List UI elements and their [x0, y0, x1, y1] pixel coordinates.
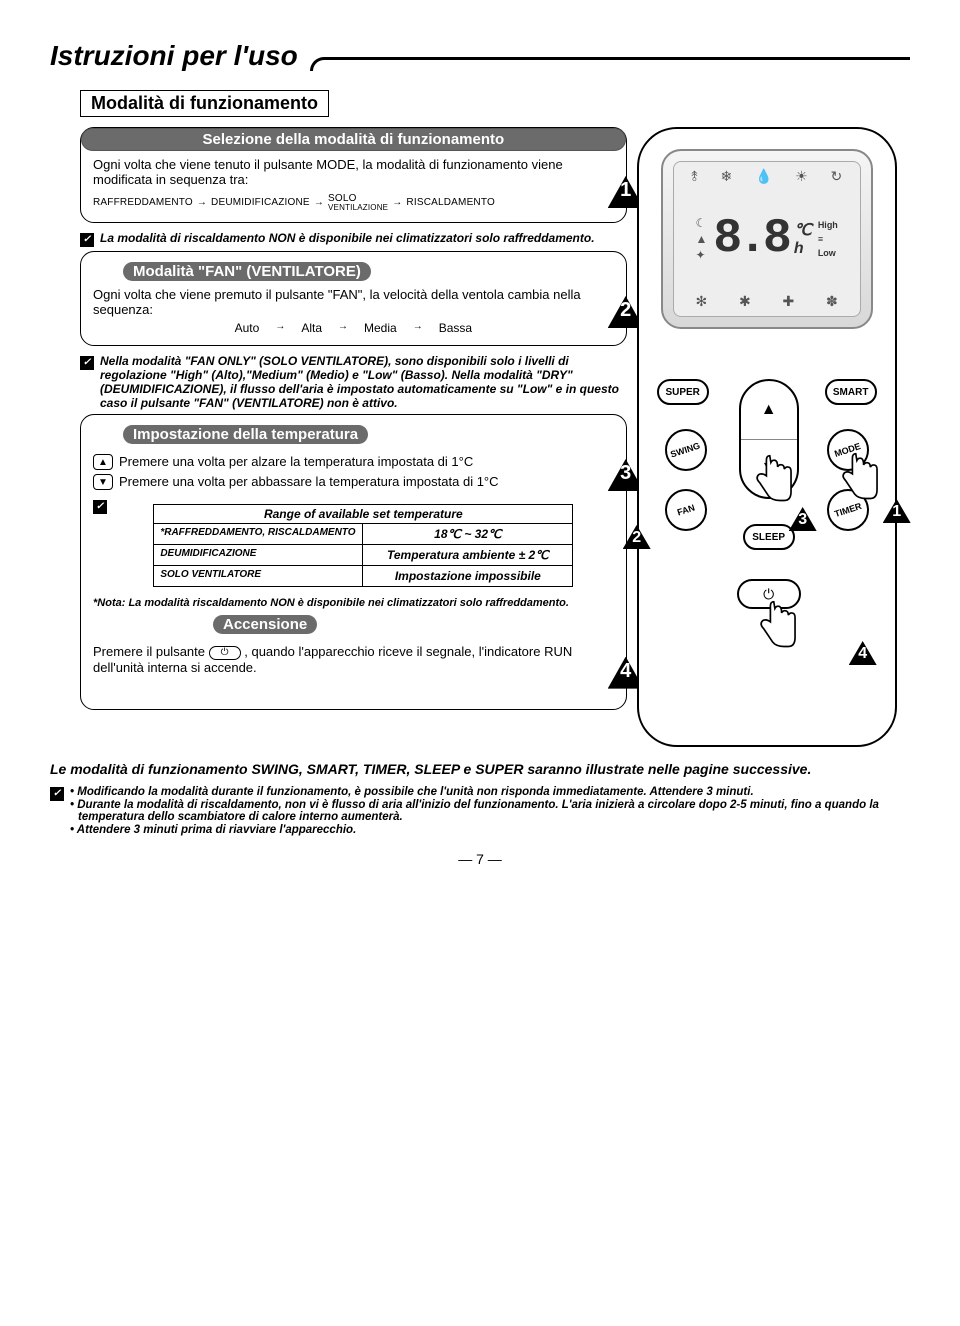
remote-control: ⥉ ❄ 💧 ☀ ↻ ☾ ▲ ✦ 8.8 ℃ [637, 127, 897, 747]
callout-1: 1 [883, 499, 911, 523]
super-button[interactable]: SUPER [657, 379, 709, 405]
check-icon: ✓ [93, 500, 107, 514]
title-rule [310, 57, 910, 71]
mode-selection-header: Selezione della modalità di funzionament… [81, 128, 626, 151]
check-icon: ✓ [80, 233, 94, 247]
footer-bullet: • Modificando la modalità durante il fun… [70, 786, 910, 798]
temp-table-note: *Nota: La modalità riscaldamento NON è d… [93, 597, 614, 609]
check-icon: ✓ [50, 787, 64, 801]
low-label: Low [818, 248, 838, 258]
temp-down-row: ▼ Premere una volta per abbassare la tem… [93, 474, 614, 490]
arrow-icon: → [392, 197, 402, 208]
swing-button[interactable]: SWING [665, 429, 707, 471]
arrow-icon: → [338, 321, 348, 335]
table-row: *RAFFREDDAMENTO, RISCALDAMENTO 18℃ ~ 32℃ [154, 524, 572, 544]
smart-button[interactable]: SMART [825, 379, 877, 405]
hand-icon [753, 595, 799, 651]
fan-mode-body: Ogni volta che viene premuto il pulsante… [93, 287, 614, 317]
unit-h: h [794, 240, 812, 258]
footer-bullets-wrap: ✓ • Modificando la modalità durante il f… [50, 785, 910, 837]
hand-icon [835, 447, 881, 503]
table-row: SOLO VENTILATORE Impostazione impossibil… [154, 565, 572, 586]
mode-selection-box: Selezione della modalità di funzionament… [80, 127, 627, 223]
footer-bullet: • Durante la modalità di riscaldamento, … [70, 799, 910, 823]
page-title: Istruzioni per l'uso [50, 40, 310, 72]
signal-icon: ⥉ [691, 168, 698, 185]
fan-button[interactable]: FAN [665, 489, 707, 531]
footer-main: Le modalità di funzionamento SWING, SMAR… [50, 761, 910, 777]
sleep-button[interactable]: SLEEP [743, 524, 795, 550]
up-arrow-icon: ▲ [93, 454, 113, 470]
fan-mode-box: Modalità "FAN" (VENTILATORE) Ogni volta … [80, 251, 627, 346]
mode-note: ✓ La modalità di riscaldamento NON è dis… [80, 231, 627, 247]
snowflake-icon: ❄ [720, 168, 732, 185]
star-icon: ✦ [696, 248, 708, 262]
temp-table-title: Range of available set temperature [154, 505, 572, 524]
power-on-text: Premere il pulsante ⏻ , quando l'apparec… [93, 644, 614, 675]
display-value: 8.8 [713, 212, 787, 266]
moon-icon: ☾ [696, 216, 708, 230]
callout-3: 3 [789, 507, 817, 531]
footer-bullet: • Attendere 3 minuti prima di riavviare … [70, 824, 910, 836]
page-subtitle: Modalità di funzionamento [80, 90, 329, 117]
page-title-row: Istruzioni per l'uso [50, 40, 910, 72]
screen-icons-top: ⥉ ❄ 💧 ☀ ↻ [680, 168, 854, 185]
asterisk-icon: ✱ [739, 293, 751, 310]
page-number: — 7 — [50, 851, 910, 867]
fan-mode-header: Modalità "FAN" (VENTILATORE) [123, 262, 371, 281]
fan-sequence: Auto → Alta → Media → Bassa [93, 321, 614, 335]
unit-c: ℃ [794, 220, 812, 240]
mode-sequence: RAFFREDDAMENTO → DEUMIDIFICAZIONE → SOLO… [93, 193, 614, 212]
sun-icon: ☀ [795, 168, 808, 185]
high-label: High [818, 220, 838, 230]
propeller-icon: ✽ [826, 293, 838, 310]
temperature-header: Impostazione della temperatura [123, 425, 368, 444]
temperature-table: Range of available set temperature *RAFF… [153, 504, 573, 587]
dpad-up[interactable]: ▲ [741, 381, 797, 440]
callout-4: 4 [849, 641, 877, 665]
arrow-icon: → [197, 197, 207, 208]
bars-icon: ≡ [818, 234, 838, 244]
up-tri-icon: ▲ [696, 232, 708, 246]
power-on-header: Accensione [213, 615, 317, 634]
arrow-icon: → [275, 321, 285, 335]
mode-selection-body: Ogni volta che viene tenuto il pulsante … [93, 157, 614, 187]
fan-blade-icon: ✻ [696, 293, 708, 310]
table-row: DEUMIDIFICAZIONE Temperatura ambiente ± … [154, 544, 572, 565]
droplet-icon: 💧 [755, 168, 772, 185]
temp-up-row: ▲ Premere una volta per alzare la temper… [93, 454, 614, 470]
cycle-icon: ↻ [831, 168, 843, 185]
plus-icon: ✚ [783, 293, 795, 310]
hand-icon [749, 449, 795, 505]
fan-note: ✓ Nella modalità "FAN ONLY" (SOLO VENTIL… [80, 354, 627, 410]
remote-screen: ⥉ ❄ 💧 ☀ ↻ ☾ ▲ ✦ 8.8 ℃ [661, 149, 873, 329]
arrow-icon: → [413, 321, 423, 335]
down-arrow-icon: ▼ [93, 474, 113, 490]
callout-2: 2 [623, 525, 651, 549]
check-icon: ✓ [80, 356, 94, 370]
screen-icons-bottom: ✻ ✱ ✚ ✽ [680, 293, 854, 310]
temperature-box: Impostazione della temperatura ▲ Premere… [80, 414, 627, 710]
temp-table-note-row: ✓ Range of available set temperature *RA… [93, 498, 614, 593]
arrow-icon: → [314, 197, 324, 208]
power-icon: ⏻ [209, 646, 241, 660]
